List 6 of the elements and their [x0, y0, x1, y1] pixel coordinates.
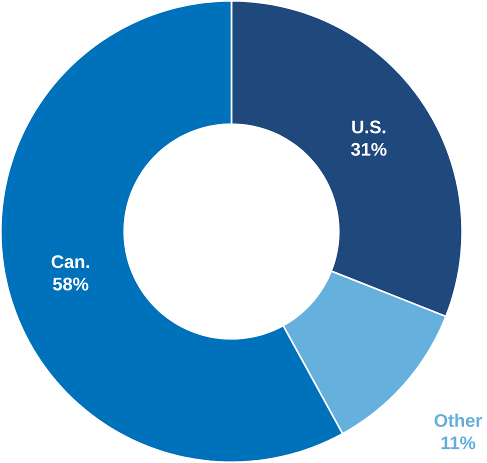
- slice-label: Other: [434, 414, 482, 427]
- data-label: 11%: [442, 436, 476, 450]
- slice-label: U.S.: [352, 120, 386, 134]
- data-label: 31%: [351, 142, 387, 156]
- slice-label: Can.: [52, 255, 90, 268]
- data-label: 58%: [53, 278, 88, 290]
